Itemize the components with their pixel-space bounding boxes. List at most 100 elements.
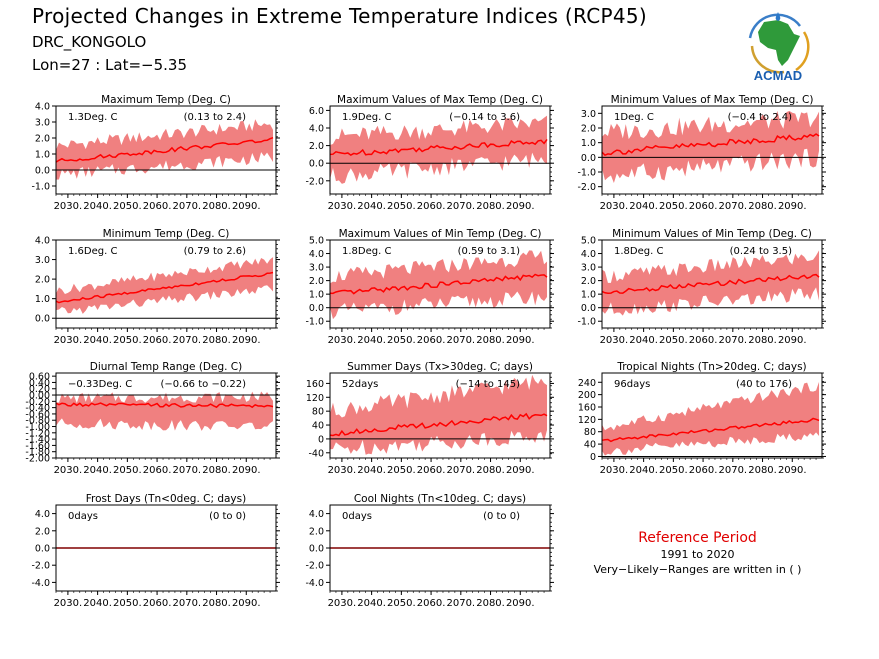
y-tick-label: 80: [584, 427, 596, 438]
likely-range: (0 to 0): [483, 511, 520, 522]
x-tick-label: 2070.: [172, 465, 201, 476]
uncertainty-band: [56, 119, 274, 180]
y-tick-label: 80: [312, 407, 324, 418]
chart-title: Diurnal Temp Range (Deg. C): [90, 361, 242, 373]
y-tick-label: 2.0: [35, 526, 50, 537]
x-tick-label: 2060.: [417, 465, 446, 476]
y-tick-label: 160: [306, 379, 324, 390]
uncertainty-band: [602, 250, 820, 316]
y-tick-label: -0.20: [25, 397, 50, 408]
y-tick-label: 0: [318, 434, 324, 445]
x-tick-label: 2050.: [659, 335, 688, 346]
x-tick-label: 2060.: [143, 335, 172, 346]
y-tick-label: -1.0: [305, 317, 324, 328]
x-tick-label: 2040.: [629, 201, 658, 212]
x-tick-label: 2050.: [113, 201, 142, 212]
x-tick-label: 2070.: [172, 335, 201, 346]
x-tick-label: 2080.: [476, 598, 505, 609]
median-line: [329, 273, 548, 295]
x-tick-label: 2040.: [83, 598, 112, 609]
x-tick-label: 2050.: [113, 335, 142, 346]
x-tick-label: 2080.: [476, 201, 505, 212]
x-tick-label: 2090.: [778, 201, 807, 212]
y-tick-label: -1.00: [25, 422, 50, 433]
y-tick-label: -0.80: [25, 416, 50, 427]
location-label: DRC_KONGOLO: [32, 33, 147, 51]
change-value: 52days: [342, 379, 378, 390]
y-tick-label: 0.0: [35, 314, 50, 325]
likely-range: (40 to 176): [736, 379, 792, 390]
x-tick-label: 2060.: [143, 201, 172, 212]
y-tick-label: -2.00: [25, 454, 50, 465]
chart-panel: 4.0 2.0 0.0 -2.0 -4.0 2030. 2040. 2050. 2060. 207…: [31, 493, 280, 609]
y-tick-label: -2.0: [305, 176, 324, 187]
x-tick-label: 2090.: [232, 335, 261, 346]
x-tick-label: 2090.: [778, 465, 807, 476]
x-tick-label: 2030.: [54, 465, 83, 476]
x-tick-label: 2050.: [387, 201, 416, 212]
chart-title: Summer Days (Tx>30deg. C; days): [347, 361, 533, 373]
x-tick-label: 2070.: [446, 201, 475, 212]
x-tick-label: 2050.: [659, 201, 688, 212]
x-tick-label: 2080.: [202, 335, 231, 346]
x-tick-label: 2050.: [113, 598, 142, 609]
y-tick-label: 4.0: [581, 249, 596, 260]
change-value: 1Deg. C: [614, 112, 654, 123]
y-tick-label: 0.0: [581, 303, 596, 314]
likely-range: (0.59 to 3.1): [458, 246, 520, 257]
median-line: [601, 417, 820, 443]
change-value: 0days: [68, 511, 98, 522]
x-tick-label: 2070.: [446, 335, 475, 346]
y-tick-label: 2.0: [35, 134, 50, 145]
y-tick-label: -0.60: [25, 409, 50, 420]
x-tick-label: 2040.: [629, 335, 658, 346]
median-line: [601, 273, 820, 294]
y-tick-label: 2.0: [309, 276, 324, 287]
chart-title: Cool Nights (Tn<10deg. C; days): [354, 493, 526, 505]
x-tick-label: 2050.: [387, 335, 416, 346]
change-value: 1.9Deg. C: [342, 112, 391, 123]
x-tick-label: 2030.: [328, 335, 357, 346]
y-tick-label: 2.0: [309, 526, 324, 537]
likely-range: (−0.4 to 2.4): [728, 112, 792, 123]
median-line: [601, 133, 820, 157]
x-tick-label: 2040.: [357, 598, 386, 609]
y-tick-label: -1.40: [25, 435, 50, 446]
x-tick-label: 2030.: [600, 201, 629, 212]
y-tick-label: -0.40: [25, 403, 50, 414]
y-tick-label: 3.0: [35, 255, 50, 266]
x-tick-label: 2040.: [83, 335, 112, 346]
x-tick-label: 2030.: [328, 465, 357, 476]
x-tick-label: 2040.: [629, 465, 658, 476]
y-tick-label: 0.0: [581, 153, 596, 164]
chart-title: Minimum Values of Max Temp (Deg. C): [611, 94, 814, 106]
x-tick-label: 2090.: [506, 335, 535, 346]
y-tick-label: -1.0: [31, 182, 50, 193]
x-tick-label: 2080.: [748, 465, 777, 476]
y-tick-label: 0.0: [309, 159, 324, 170]
x-tick-label: 2070.: [718, 201, 747, 212]
x-tick-label: 2050.: [659, 465, 688, 476]
y-tick-label: 5.0: [581, 236, 596, 247]
uncertainty-band: [56, 391, 274, 431]
x-tick-label: 2060.: [689, 465, 718, 476]
likely-range: (−14 to 145): [456, 379, 520, 390]
change-value: −0.33Deg. C: [68, 379, 132, 390]
y-tick-label: 4.0: [309, 124, 324, 135]
y-tick-label: 2.0: [309, 141, 324, 152]
chart-panel: 4.0 3.0 2.0 1.0 0.0 2030. 2040. 2050. 2060. 2070.…: [35, 228, 280, 346]
x-tick-label: 2060.: [689, 201, 718, 212]
y-tick-label: 40: [312, 421, 324, 432]
change-value: 1.8Deg. C: [614, 246, 663, 257]
y-tick-label: 120: [578, 415, 596, 426]
chart-panel: 6.0 4.0 2.0 0.0 -2.0 2030. 2040. 2050. 2060. 2070…: [305, 94, 554, 212]
x-tick-label: 2090.: [506, 201, 535, 212]
x-tick-label: 2070.: [446, 465, 475, 476]
x-tick-label: 2030.: [54, 335, 83, 346]
change-value: 1.6Deg. C: [68, 246, 117, 257]
acmad-logo: ACMAD: [738, 8, 818, 84]
chart-title: Frost Days (Tn<0deg. C; days): [86, 493, 246, 505]
y-tick-label: -1.80: [25, 447, 50, 458]
